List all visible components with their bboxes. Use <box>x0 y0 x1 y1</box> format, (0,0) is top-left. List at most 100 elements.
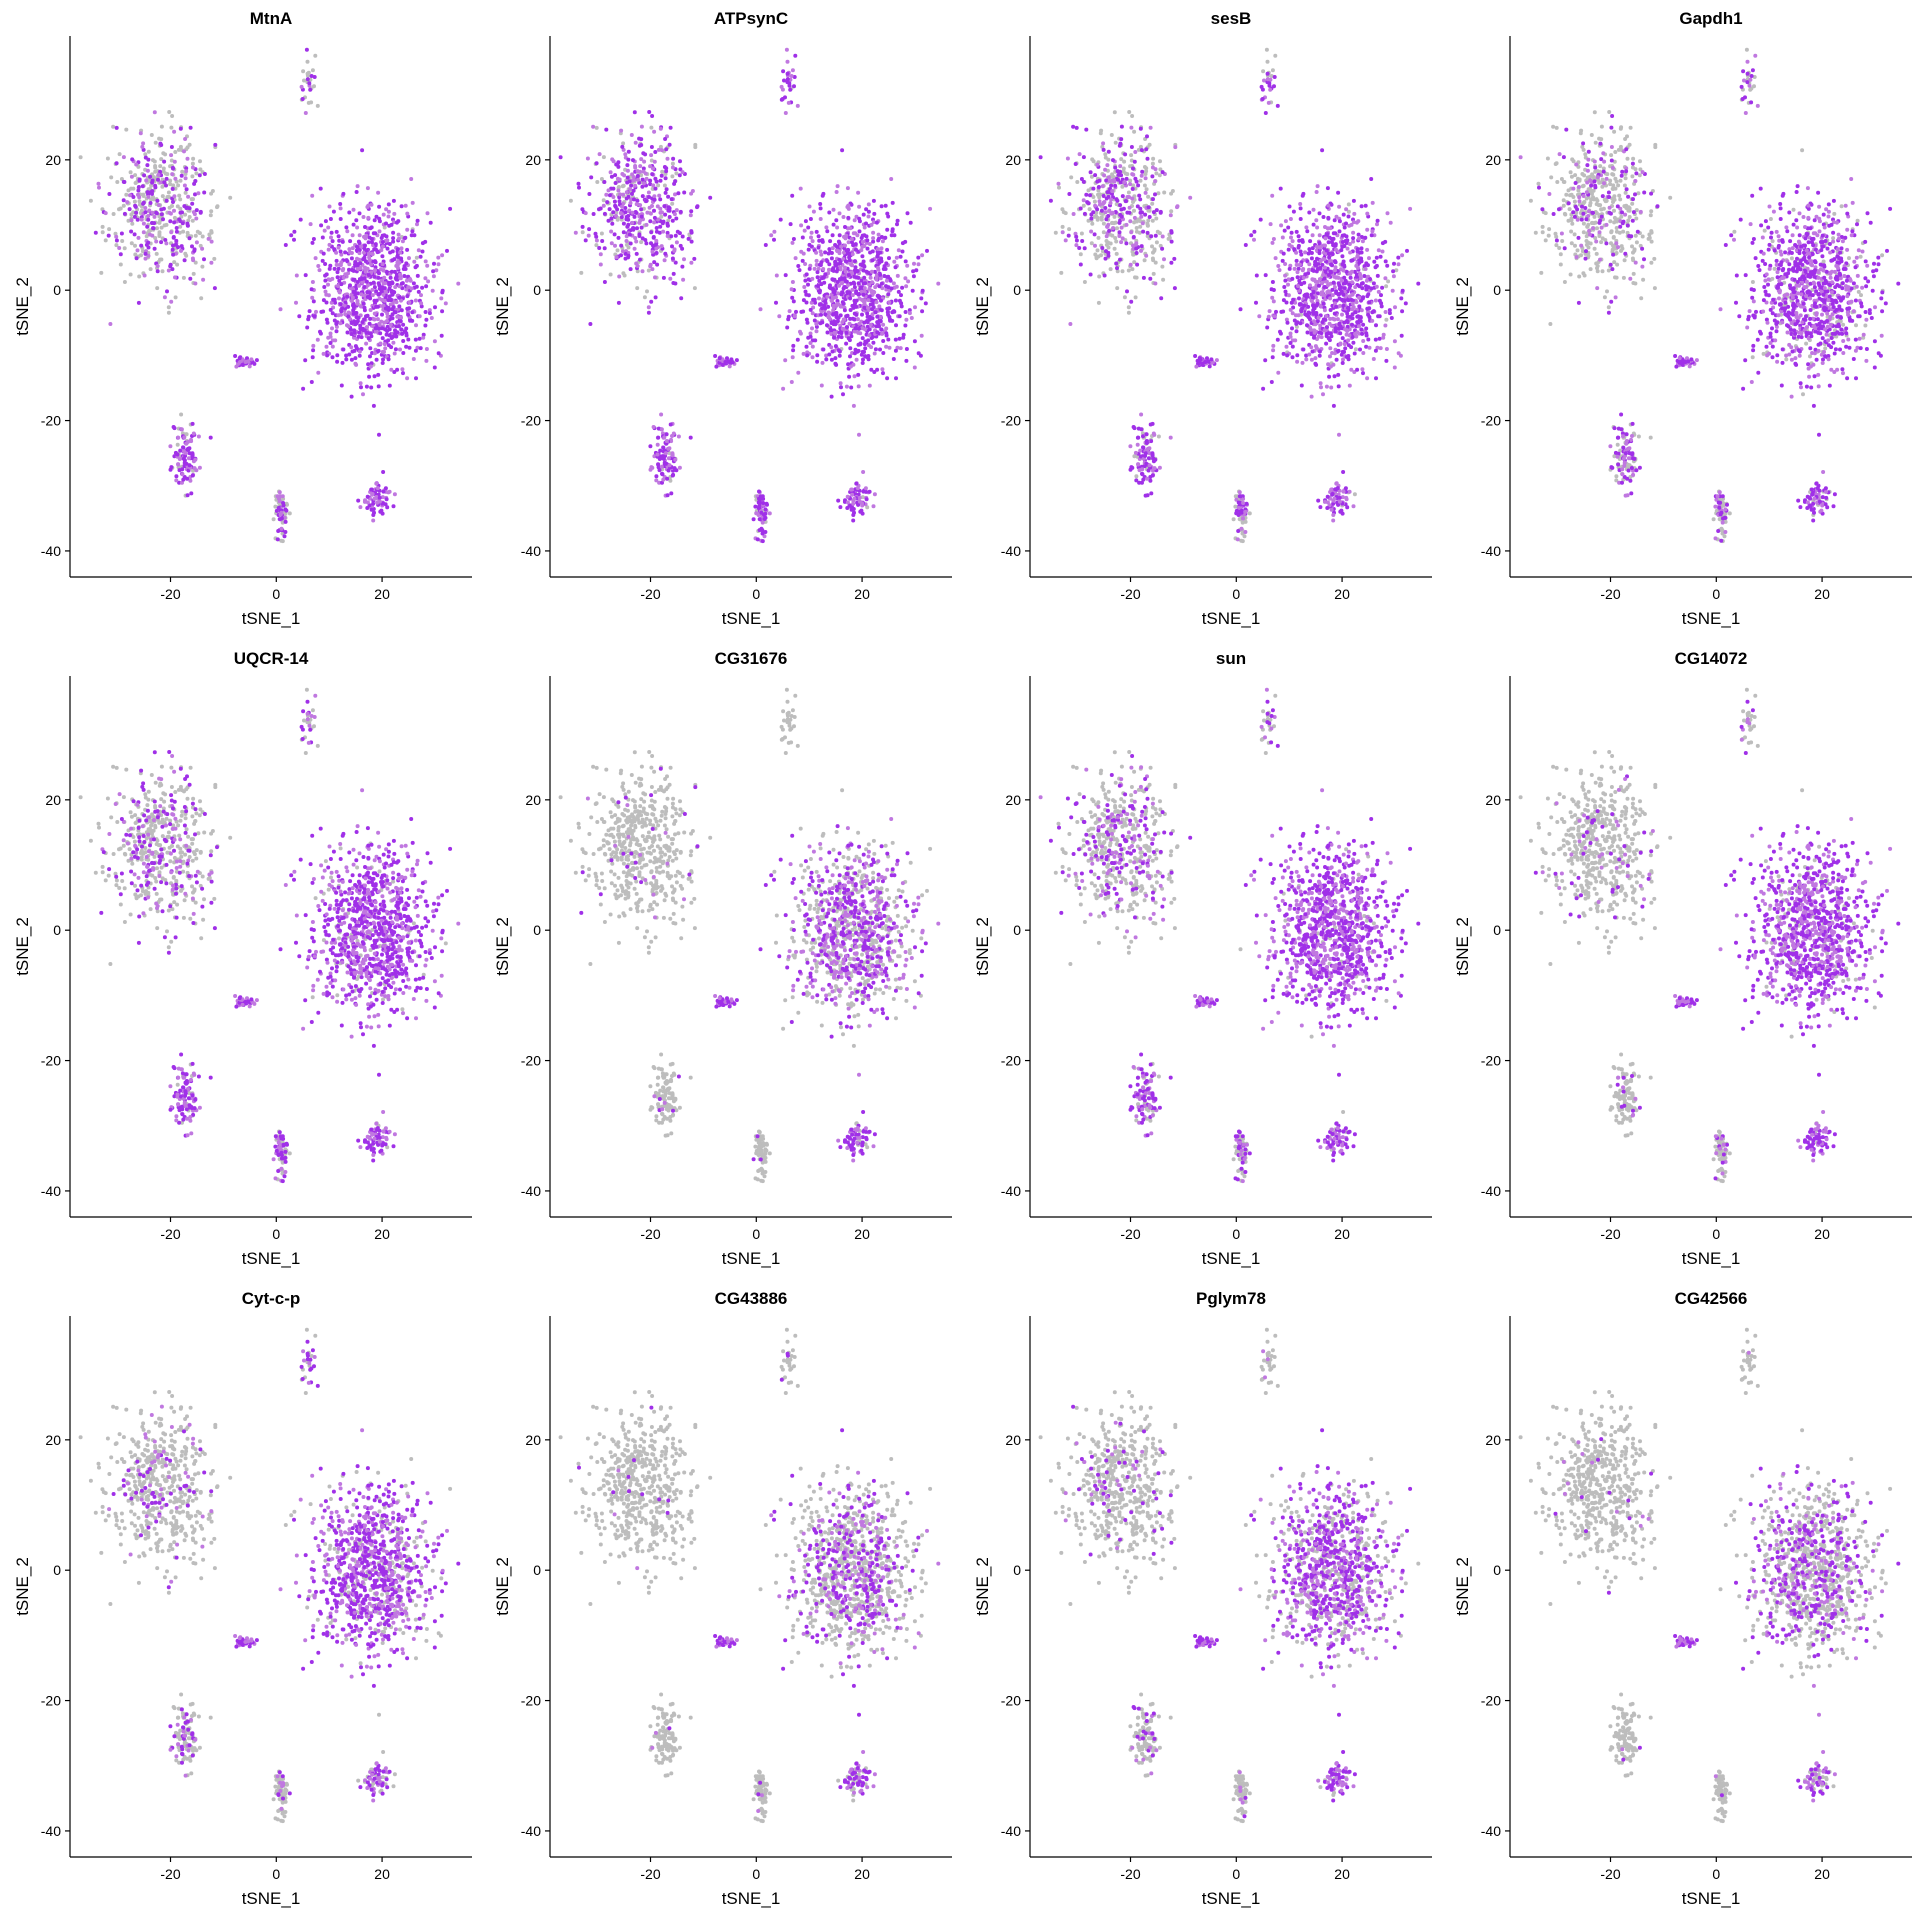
cell-point <box>381 268 386 273</box>
cell-point <box>370 492 375 497</box>
cell-point <box>1129 230 1134 235</box>
cell-point <box>911 269 916 274</box>
cell-point <box>673 233 678 238</box>
cell-point <box>146 157 151 162</box>
cell-point <box>810 239 815 244</box>
cell-point <box>651 166 655 171</box>
cell-point <box>821 347 826 352</box>
cell-point <box>313 53 318 58</box>
cell-point <box>808 331 813 336</box>
cell-point <box>440 253 445 258</box>
cell-point <box>619 128 624 133</box>
cell-point <box>834 218 839 223</box>
cell-point <box>1057 185 1061 190</box>
cell-point <box>672 466 677 471</box>
cell-point <box>644 222 649 227</box>
cell-point <box>1342 225 1347 230</box>
cell-point <box>415 222 419 227</box>
cell-point <box>189 491 194 496</box>
cell-point <box>835 291 840 296</box>
cell-point <box>1378 254 1383 259</box>
cell-point <box>93 230 98 235</box>
cell-point <box>783 358 788 363</box>
cell-point <box>635 264 640 268</box>
cell-point <box>390 335 395 339</box>
cell-point <box>326 225 331 230</box>
cell-point <box>838 261 843 266</box>
cell-point <box>795 337 800 342</box>
cell-point <box>133 173 138 178</box>
cell-point <box>421 335 426 340</box>
cell-point <box>197 173 202 178</box>
cell-point <box>1318 323 1323 328</box>
cell-point <box>1360 331 1365 336</box>
cell-point <box>200 246 205 251</box>
cell-point <box>377 499 382 504</box>
cell-point <box>652 129 657 134</box>
cell-point <box>878 276 883 281</box>
cell-point <box>635 286 640 291</box>
cell-point <box>1113 183 1118 188</box>
cell-point <box>664 169 669 174</box>
cell-point <box>655 442 660 447</box>
cell-point <box>401 351 406 355</box>
cell-point <box>1276 264 1281 268</box>
cell-point <box>862 275 867 280</box>
cell-point <box>806 225 811 230</box>
cell-point <box>332 318 337 323</box>
cell-point <box>905 211 910 216</box>
cell-point <box>801 251 806 256</box>
cell-point <box>851 403 856 408</box>
cell-point <box>209 209 214 214</box>
cell-point <box>1295 275 1300 280</box>
cell-point <box>678 209 683 214</box>
cell-point <box>841 215 846 219</box>
cell-point <box>1156 191 1161 196</box>
cell-point <box>193 260 198 265</box>
cell-point <box>372 274 377 279</box>
cell-point <box>1337 204 1342 209</box>
cell-point <box>865 505 870 510</box>
cell-point <box>903 276 908 281</box>
cell-point <box>387 294 392 299</box>
cell-point <box>880 367 885 372</box>
cell-point <box>413 265 418 270</box>
cell-point <box>1122 295 1127 300</box>
cell-point <box>678 243 683 248</box>
cell-point <box>181 229 186 234</box>
cell-point <box>616 188 621 193</box>
cell-point <box>890 310 895 315</box>
cell-point <box>635 198 640 203</box>
cell-point <box>618 211 623 215</box>
cell-point <box>790 280 795 284</box>
cell-point <box>185 223 190 228</box>
cell-point <box>349 345 354 350</box>
cell-point <box>1388 220 1393 225</box>
cell-point <box>208 213 213 218</box>
cell-point <box>871 504 876 509</box>
cell-point <box>396 232 401 237</box>
cell-point <box>1131 243 1135 248</box>
cell-point <box>330 344 335 349</box>
cell-point <box>682 257 686 262</box>
cell-point <box>821 275 826 280</box>
cell-point <box>695 204 700 209</box>
cell-point <box>666 194 671 199</box>
cell-point <box>659 464 664 469</box>
cell-point <box>1145 230 1150 235</box>
cell-point <box>787 309 792 314</box>
cell-point <box>320 258 325 263</box>
cell-point <box>368 346 373 351</box>
cell-point <box>1308 239 1313 244</box>
cell-point <box>417 314 422 319</box>
cell-point <box>310 295 315 300</box>
cell-point <box>1400 309 1405 314</box>
cell-point <box>649 230 654 235</box>
cell-point <box>849 237 854 241</box>
cell-point <box>1342 342 1347 347</box>
cell-point <box>799 223 804 228</box>
cell-point <box>358 266 363 270</box>
cell-point <box>1280 258 1285 263</box>
cell-point <box>357 330 362 335</box>
cell-point <box>800 235 805 240</box>
